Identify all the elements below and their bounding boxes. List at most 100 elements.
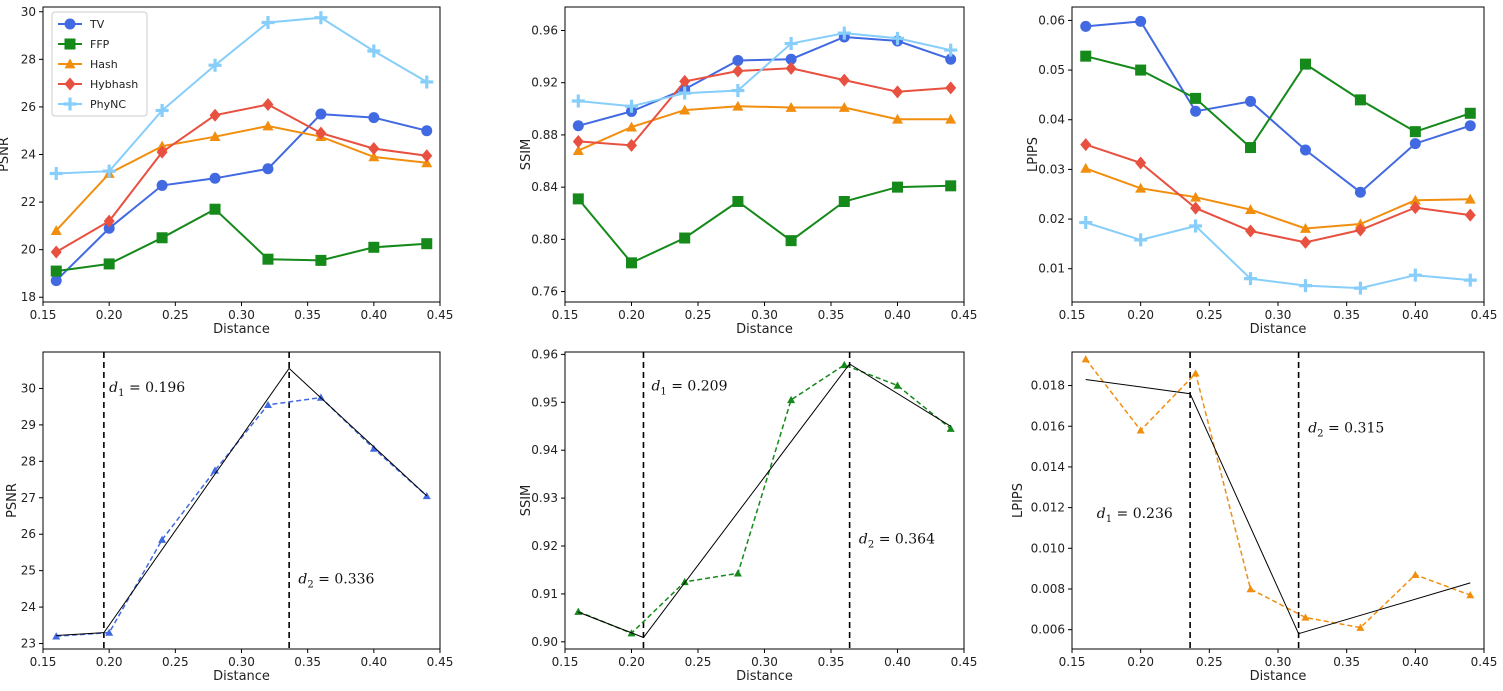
data-point — [50, 245, 62, 259]
legend-marker — [64, 18, 76, 30]
y-tick-label: 27 — [21, 491, 36, 505]
series-line-hybhash — [578, 67, 951, 147]
data-point — [262, 98, 274, 112]
data-point — [892, 181, 903, 193]
y-tick-label: 23 — [21, 637, 36, 651]
y-tick-label: 0.76 — [531, 285, 558, 299]
y-tick-label: 30 — [21, 381, 36, 395]
data-point — [680, 577, 689, 586]
series-line-hash — [55, 124, 427, 232]
y-tick-label: 0.96 — [531, 23, 558, 37]
y-tick-label: 18 — [21, 290, 36, 304]
data-point — [785, 61, 797, 75]
data-point — [626, 121, 637, 132]
y-tick-label: 0.008 — [1031, 582, 1065, 596]
data-point — [1299, 144, 1311, 156]
data-point — [1466, 591, 1475, 599]
y-tick-label: 25 — [21, 564, 36, 578]
y-tick-label: 0.018 — [1031, 379, 1065, 393]
legend-entry: TV — [89, 18, 105, 31]
x-tick-label: 0.15 — [552, 308, 579, 322]
annotation-d1: d1 = 0.209 — [651, 378, 727, 397]
series-line-ffp — [1085, 55, 1471, 150]
series-line-hash — [1085, 167, 1471, 230]
y-tick-label: 30 — [21, 5, 36, 19]
data-point — [1190, 201, 1202, 215]
series-line-hash — [577, 105, 951, 152]
data-point — [1356, 623, 1365, 631]
data-point — [572, 145, 584, 155]
x-tick-label: 0.25 — [685, 308, 712, 322]
data-point — [1353, 281, 1367, 295]
data-point — [1136, 426, 1145, 434]
data-point — [209, 108, 221, 122]
data-point — [945, 81, 957, 95]
x-tick-label: 0.20 — [618, 655, 645, 669]
data-point — [1080, 138, 1092, 152]
x-tick-label: 0.20 — [96, 308, 123, 322]
data-point — [158, 535, 167, 543]
data-point — [1301, 613, 1310, 621]
data-point — [1245, 204, 1257, 215]
series-line-tv — [578, 35, 952, 127]
data-point — [315, 126, 327, 140]
data-point — [367, 44, 381, 58]
x-tick-label: 0.45 — [1471, 655, 1498, 669]
x-axis-label: Distance — [213, 322, 270, 337]
data-point — [1191, 369, 1200, 377]
legend-entry: FFP — [90, 38, 110, 51]
data-point — [209, 203, 221, 215]
data-point — [421, 157, 433, 168]
y-tick-label: 26 — [21, 527, 36, 541]
data-point — [732, 100, 744, 111]
data-point — [421, 125, 433, 137]
data-point — [1463, 273, 1477, 287]
data-point — [1411, 570, 1420, 578]
x-tick-label: 0.20 — [618, 308, 645, 322]
x-tick-label: 0.35 — [294, 308, 321, 322]
legend-entry: PhyNC — [90, 98, 126, 111]
y-axis-label: LPIPS — [1026, 137, 1041, 172]
data-point — [1299, 235, 1311, 249]
data-point — [1409, 201, 1421, 215]
data-point — [1409, 138, 1421, 150]
y-tick-label: 0.91 — [531, 587, 558, 601]
data-point — [368, 142, 380, 156]
x-axis-label: Distance — [736, 322, 793, 337]
data-point — [50, 225, 62, 236]
data-point — [1409, 126, 1421, 138]
y-axis-label: LPIPS — [1011, 483, 1026, 518]
series-line-piecewise-fit — [56, 367, 428, 636]
data-point — [105, 628, 114, 636]
data-point — [785, 102, 797, 112]
x-tick-label: 0.15 — [1059, 655, 1086, 669]
x-tick-label: 0.40 — [1402, 308, 1429, 322]
x-axis-label: Distance — [736, 669, 793, 684]
y-tick-label: 29 — [21, 418, 36, 432]
x-tick-label: 0.15 — [30, 655, 57, 669]
data-point — [155, 103, 169, 117]
data-point — [1464, 107, 1476, 119]
data-point — [1190, 92, 1202, 104]
data-point — [679, 104, 691, 115]
data-point — [261, 15, 275, 29]
data-point — [1080, 50, 1092, 62]
x-tick-label: 0.25 — [685, 655, 712, 669]
data-point — [156, 179, 168, 191]
series-line-ffp — [56, 207, 427, 273]
y-tick-label: 0.02 — [1038, 212, 1065, 226]
data-point — [891, 31, 904, 45]
data-point — [156, 145, 168, 159]
data-point — [1079, 216, 1093, 230]
x-tick-label: 0.25 — [162, 308, 189, 322]
data-point — [262, 120, 274, 131]
data-point — [733, 569, 742, 577]
legend-marker — [64, 58, 76, 69]
x-tick-label: 0.40 — [360, 308, 387, 322]
data-point — [1354, 218, 1366, 229]
x-tick-label: 0.40 — [884, 655, 911, 669]
series-line-phync — [56, 16, 428, 175]
x-tick-label: 0.30 — [228, 655, 255, 669]
y-tick-label: 0.04 — [1038, 113, 1065, 127]
